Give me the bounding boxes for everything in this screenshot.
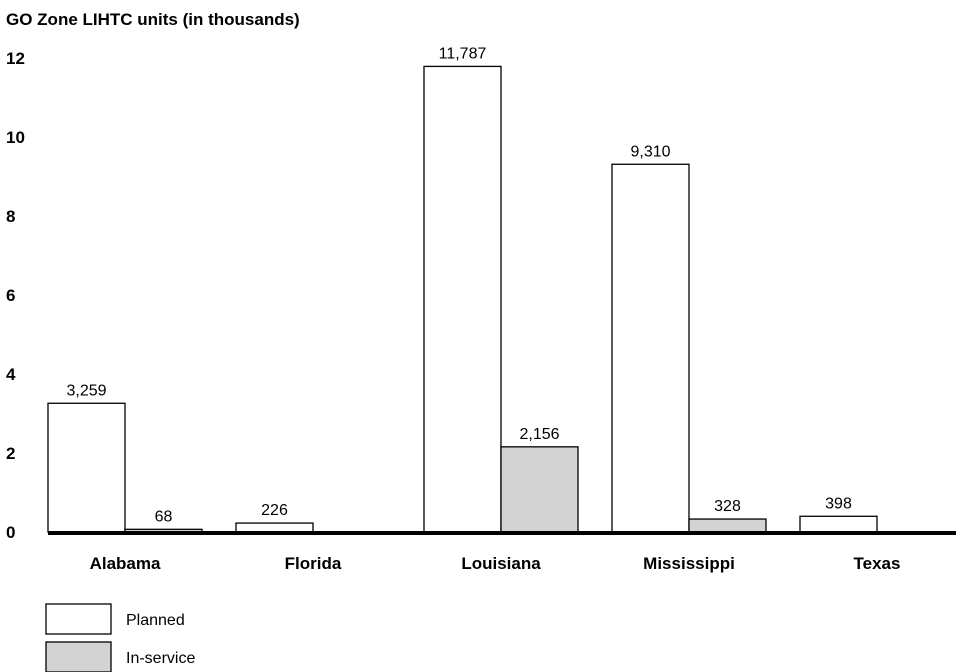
legend-swatch-in-service xyxy=(45,641,112,672)
x-axis-categories: Alabama Florida Louisiana Mississippi Texas xyxy=(90,554,901,573)
bar-in-service-mississippi xyxy=(688,518,767,533)
legend-label: Planned xyxy=(126,612,185,629)
chart-title: GO Zone LIHTC units (in thousands) xyxy=(6,10,300,29)
data-labels: 3,259 68 226 11,787 2,156 9,310 328 398 xyxy=(66,45,851,525)
y-axis-ticks: 0 2 4 6 8 10 12 xyxy=(6,49,25,542)
bar-planned-florida xyxy=(235,522,314,533)
category-label: Texas xyxy=(854,554,901,573)
bar-planned-louisiana xyxy=(423,65,502,533)
data-label: 3,259 xyxy=(66,382,106,399)
y-tick-label: 6 xyxy=(6,286,15,305)
data-label: 2,156 xyxy=(519,426,559,443)
data-label: 11,787 xyxy=(439,45,487,62)
y-tick-label: 4 xyxy=(6,365,16,384)
data-label: 398 xyxy=(825,495,852,512)
category-label: Alabama xyxy=(90,554,161,573)
data-label: 226 xyxy=(261,502,288,519)
bars xyxy=(47,65,878,533)
data-label: 328 xyxy=(714,498,741,515)
category-label: Florida xyxy=(285,554,342,573)
legend-label: In-service xyxy=(126,650,195,667)
y-tick-label: 2 xyxy=(6,444,15,463)
legend-swatch-planned xyxy=(45,603,112,635)
category-label: Mississippi xyxy=(643,554,735,573)
data-label: 68 xyxy=(155,508,173,525)
y-tick-label: 8 xyxy=(6,207,15,226)
y-tick-label: 10 xyxy=(6,128,25,147)
data-label: 9,310 xyxy=(630,143,670,160)
bar-planned-mississippi xyxy=(611,163,690,533)
bar-in-service-louisiana xyxy=(500,446,579,533)
y-tick-label: 12 xyxy=(6,49,25,68)
category-label: Louisiana xyxy=(461,554,541,573)
legend: Planned In-service xyxy=(45,603,195,672)
bar-planned-texas xyxy=(799,515,878,533)
y-tick-label: 0 xyxy=(6,523,15,542)
bar-planned-alabama xyxy=(47,402,126,533)
